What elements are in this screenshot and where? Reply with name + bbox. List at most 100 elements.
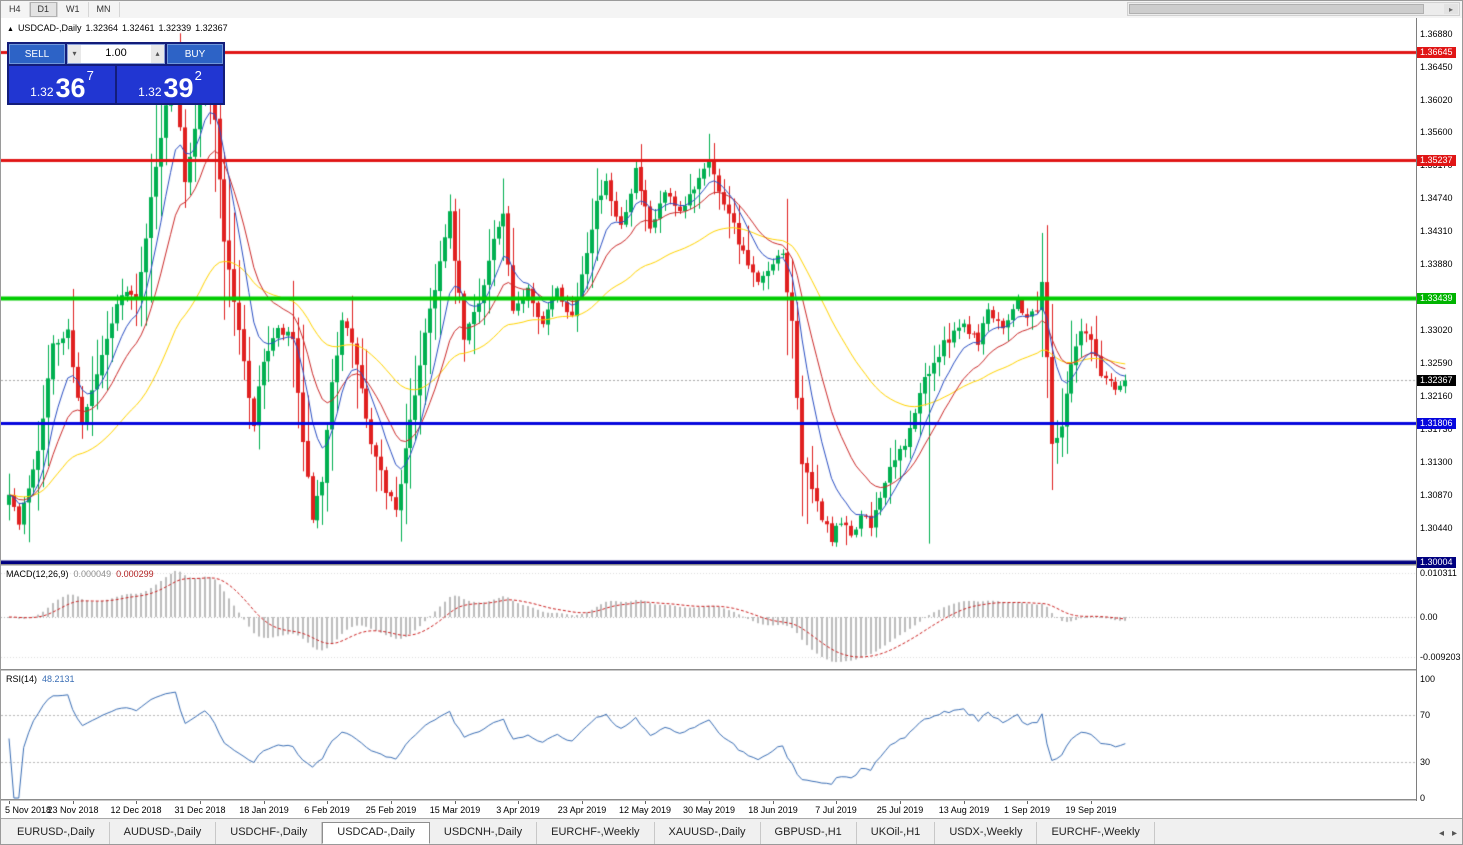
tab-audusd-daily[interactable]: AUDUSD-,Daily (109, 822, 217, 844)
tab-usdx-weekly[interactable]: USDX-,Weekly (935, 822, 1038, 844)
tab-ukoil-h1[interactable]: UKOil-,H1 (856, 822, 936, 844)
chart-title: ▲ USDCAD-,Daily 1.32364 1.32461 1.32339 1.323… (7, 23, 232, 33)
tab-xauusd-daily[interactable]: XAUUSD-,Daily (654, 822, 761, 844)
time-axis-tick (136, 801, 137, 804)
sell-point: 7 (86, 68, 94, 83)
tab-gbpusd-h1[interactable]: GBPUSD-,H1 (760, 822, 857, 844)
rsi-axis-tick: 100 (1420, 674, 1436, 684)
timeframe-toolbar: H4 D1 W1 MN ▸ (1, 1, 1462, 19)
ohlc-low: 1.32339 (158, 23, 192, 33)
buy-big-figure: 1.32 (138, 85, 162, 99)
time-axis: 5 Nov 2018 23 Nov 2018 12 Dec 2018 31 Dec 2… (1, 801, 1416, 818)
tabs-scroll-right-icon[interactable]: ▸ (1451, 828, 1457, 839)
time-axis-tick (964, 801, 965, 804)
price-tick: 1.34310 (1420, 226, 1453, 236)
candlestick-chart-canvas[interactable] (1, 18, 1416, 564)
ohlc-close: 1.32367 (195, 23, 228, 33)
price-tick: 1.31730 (1420, 424, 1453, 434)
macd-indicator-panel: MACD(12,26,9) 0.000049 0.000299 (1, 566, 1416, 669)
rsi-canvas[interactable] (1, 671, 1416, 799)
buy-button[interactable]: BUY (167, 44, 223, 64)
macd-canvas[interactable] (1, 566, 1416, 669)
timeframe-button-d1[interactable]: D1 (29, 2, 59, 17)
rsi-name: RSI(14) (6, 674, 38, 684)
sell-price-box[interactable]: 1.32 36 7 (9, 66, 115, 103)
time-axis-tick (900, 801, 901, 804)
volume-increase-icon[interactable]: ▴ (151, 45, 164, 63)
date-label: 7 Jul 2019 (815, 805, 857, 815)
price-chart-panel: ▲ USDCAD-,Daily 1.32364 1.32461 1.32339 1.323… (1, 18, 1416, 564)
price-level-badge: 1.30004 (1417, 557, 1456, 568)
time-axis-tick (73, 801, 74, 804)
price-tick: 1.31300 (1420, 457, 1453, 467)
volume-decrease-icon[interactable]: ▾ (68, 45, 81, 63)
date-label: 15 Mar 2019 (429, 805, 481, 815)
scrollbar-thumb[interactable] (1129, 4, 1424, 14)
timeframe-button-h4[interactable]: H4 (1, 2, 30, 17)
volume-value[interactable]: 1.00 (105, 47, 127, 59)
tab-usdchf-daily[interactable]: USDCHF-,Daily (216, 822, 323, 844)
time-axis-tick (773, 801, 774, 804)
price-tick: 1.36020 (1420, 95, 1453, 105)
macd-axis-tick: 0.010311 (1420, 568, 1457, 578)
chart-tabs-bar: EURUSD-,Daily AUDUSD-,Daily USDCHF-,Daily U… (1, 818, 1462, 844)
price-tick: 1.30870 (1420, 490, 1453, 500)
rsi-axis-tick: 30 (1420, 757, 1431, 767)
timeframe-button-group: H4 D1 W1 MN (1, 2, 120, 17)
chart-h-scrollbar[interactable]: ▸ (1127, 2, 1460, 16)
date-label: 23 Nov 2018 (47, 805, 99, 815)
time-axis-tick (836, 801, 837, 804)
timeframe-button-w1[interactable]: W1 (58, 2, 89, 17)
rsi-axis-tick: 0 (1420, 793, 1426, 803)
ohlc-open: 1.32364 (85, 23, 118, 33)
panel-separator[interactable] (1, 669, 1462, 671)
tabs-scroll-left-icon[interactable]: ◂ (1438, 828, 1444, 839)
time-axis-tick (645, 801, 646, 804)
time-axis-tick (200, 801, 201, 804)
sell-button[interactable]: SELL (9, 44, 65, 64)
ohlc-high: 1.32461 (122, 23, 155, 33)
date-label: 23 Apr 2019 (557, 805, 607, 815)
rsi-axis-tick: 70 (1420, 710, 1431, 720)
date-label: 3 Apr 2019 (496, 805, 540, 815)
date-label: 18 Jan 2019 (239, 805, 289, 815)
symbol-marker-icon: ▲ (7, 26, 14, 33)
macd-name: MACD(12,26,9) (6, 569, 69, 579)
chart-tabs: EURUSD-,Daily AUDUSD-,Daily USDCHF-,Daily U… (3, 822, 1155, 844)
tab-usdcnh-daily[interactable]: USDCNH-,Daily (429, 822, 538, 844)
panel-separator[interactable] (1, 564, 1462, 566)
price-tick: 1.36450 (1420, 62, 1453, 72)
rsi-label: RSI(14) 48.2131 (6, 674, 75, 684)
tab-usdcad-daily[interactable]: USDCAD-,Daily (322, 822, 430, 844)
date-label: 5 Nov 2018 (5, 805, 52, 815)
price-axis: 1.368801.364501.360201.356001.351701.347… (1416, 18, 1462, 803)
rsi-value: 48.2131 (42, 674, 75, 684)
panel-separator (1, 799, 1462, 801)
date-label: 31 Dec 2018 (174, 805, 226, 815)
scrollbar-right-arrow-icon[interactable]: ▸ (1444, 4, 1458, 14)
buy-price-box[interactable]: 1.32 39 2 (117, 66, 223, 103)
price-level-badge: 1.33439 (1417, 293, 1456, 304)
buy-point: 2 (194, 68, 202, 83)
price-level-badge: 1.31806 (1417, 418, 1456, 429)
time-axis-tick (1027, 801, 1028, 804)
macd-signal-value: 0.000299 (116, 569, 154, 579)
date-label: 19 Sep 2019 (1065, 805, 1117, 815)
tab-eurchf-weekly[interactable]: EURCHF-,Weekly (537, 822, 655, 844)
macd-value: 0.000049 (73, 569, 112, 579)
price-level-badge: 1.32367 (1417, 375, 1456, 386)
time-axis-tick (1091, 801, 1092, 804)
time-axis-tick (709, 801, 710, 804)
tab-eurusd-daily[interactable]: EURUSD-,Daily (3, 822, 110, 844)
time-axis-tick (518, 801, 519, 804)
date-label: 25 Jul 2019 (876, 805, 924, 815)
time-axis-tick (9, 801, 10, 804)
tab-eurchf-weekly[interactable]: EURCHF-,Weekly (1037, 822, 1155, 844)
time-axis-tick (391, 801, 392, 804)
date-label: 13 Aug 2019 (938, 805, 990, 815)
volume-field[interactable]: ▾ 1.00 ▴ (67, 44, 165, 64)
timeframe-button-mn[interactable]: MN (89, 2, 120, 17)
price-tick: 1.35600 (1420, 127, 1453, 137)
macd-axis-tick: -0.009203 (1420, 652, 1461, 662)
